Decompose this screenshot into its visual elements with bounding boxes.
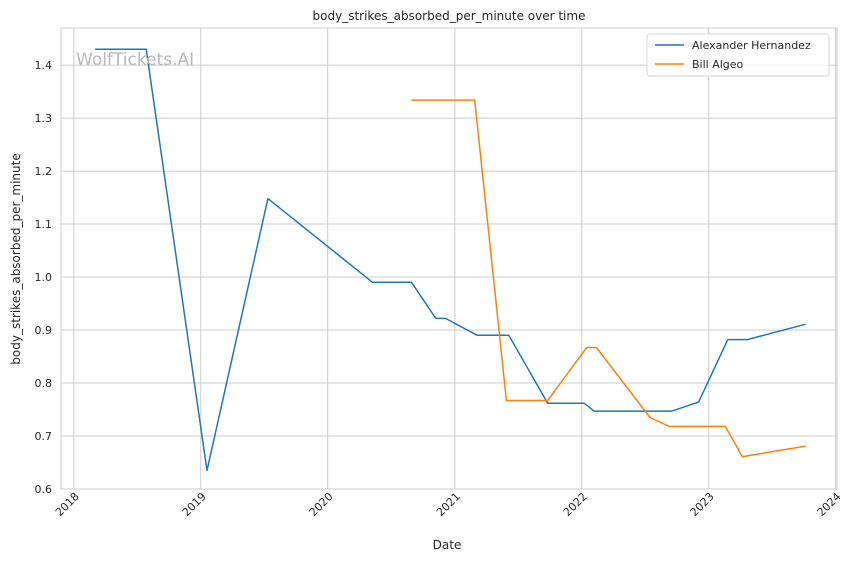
legend-box	[646, 33, 830, 77]
x-tick-label: 2018	[53, 490, 82, 519]
series-line-bill-algeo	[411, 99, 806, 458]
y-axis-ticks: 0.6 0.7 0.8 0.9 1.0 1.1 1.2 1.3 1.4	[35, 59, 53, 496]
series-lines	[95, 48, 806, 472]
legend-label-alexander-hernandez: Alexander Hernandez	[692, 39, 811, 52]
y-tick-label: 1.4	[35, 59, 53, 72]
x-tick-label: 2024	[815, 490, 844, 519]
plot-frame	[60, 27, 838, 490]
x-tick-label: 2023	[688, 490, 717, 519]
grid-lines	[61, 28, 837, 490]
watermark-text: WolfTickets.AI	[76, 50, 194, 70]
x-tick-label: 2022	[561, 490, 590, 519]
x-tick-label: 2020	[307, 490, 336, 519]
y-tick-label: 0.8	[35, 377, 53, 390]
y-tick-label: 0.7	[35, 430, 53, 443]
y-tick-label: 1.2	[35, 165, 53, 178]
x-tick-label: 2019	[180, 490, 209, 519]
y-tick-label: 1.3	[35, 112, 53, 125]
y-tick-label: 0.9	[35, 324, 53, 337]
legend-label-bill-algeo: Bill Algeo	[692, 58, 744, 71]
x-axis-title: Date	[433, 538, 462, 552]
chart-title: body_strikes_absorbed_per_minute over ti…	[313, 9, 586, 23]
x-tick-label: 2021	[434, 490, 463, 519]
y-tick-label: 0.6	[35, 483, 53, 496]
series-line-alexander-hernandez	[95, 48, 806, 472]
x-axis-ticks: 2018 2019 2020 2021 2022 2023 2024	[53, 490, 844, 519]
y-axis-title: body_strikes_absorbed_per_minute	[9, 153, 23, 364]
legend: Alexander Hernandez Bill Algeo	[646, 33, 830, 77]
y-tick-label: 1.0	[35, 271, 53, 284]
plot-background	[61, 28, 837, 489]
y-tick-label: 1.1	[35, 218, 53, 231]
